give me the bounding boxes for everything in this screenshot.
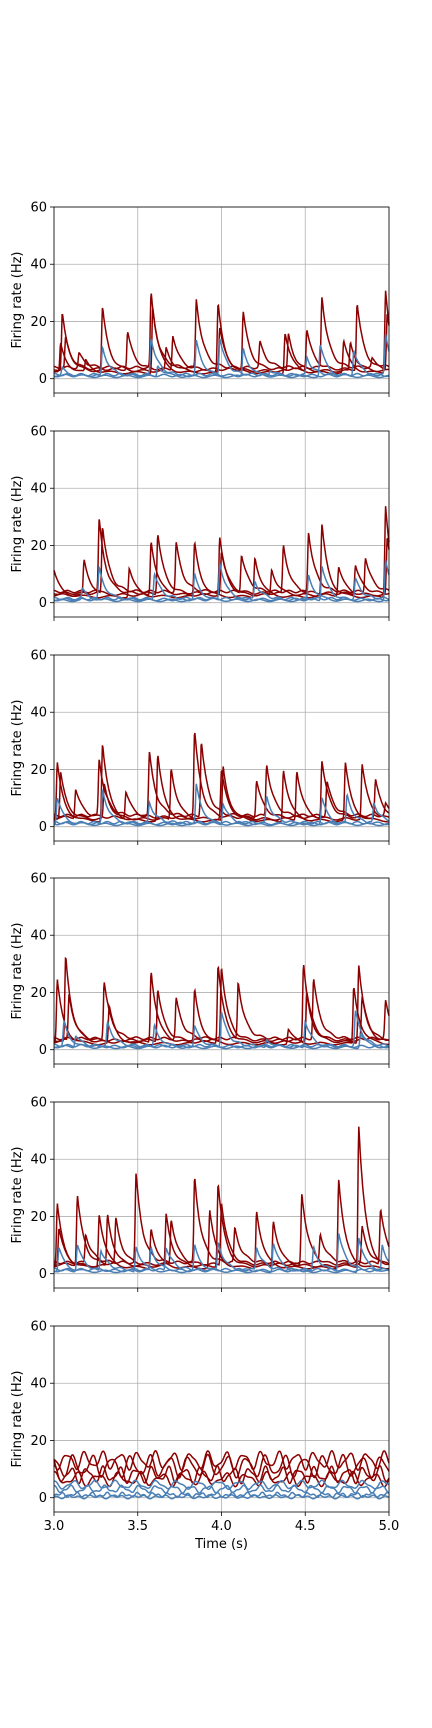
- x-tick-label: 4.0: [211, 1519, 232, 1534]
- blue-line-2: [53, 563, 390, 602]
- red-line-3: [53, 967, 390, 1043]
- y-tick-label: 40: [30, 482, 47, 497]
- blue-line-3: [53, 1010, 390, 1048]
- y-axis-label: Firing rate (Hz): [10, 1146, 25, 1243]
- y-axis-label: Firing rate (Hz): [10, 699, 25, 796]
- blue-line-1: [53, 559, 390, 603]
- y-tick-label: 20: [30, 315, 47, 330]
- y-tick-label: 20: [30, 986, 47, 1001]
- blue-line-2: [53, 789, 390, 826]
- x-tick-label: 3.5: [127, 1519, 148, 1534]
- x-tick-label: 5.0: [379, 1519, 400, 1534]
- y-tick-label: 0: [39, 820, 47, 835]
- y-tick-label: 20: [30, 539, 47, 554]
- red-line-2: [53, 537, 390, 597]
- red-line-3: [53, 1465, 390, 1485]
- y-tick-label: 40: [30, 1377, 47, 1392]
- blue-line-3: [53, 571, 390, 601]
- y-tick-label: 60: [30, 201, 47, 216]
- y-tick-label: 0: [39, 596, 47, 611]
- blue-line-3: [53, 796, 390, 825]
- y-tick-label: 40: [30, 258, 47, 273]
- y-tick-label: 40: [30, 1153, 47, 1168]
- y-tick-label: 60: [30, 425, 47, 440]
- x-axis-label: Time (s): [194, 1537, 248, 1552]
- red-line-4: [53, 743, 390, 818]
- y-axis-label: Firing rate (Hz): [10, 1370, 25, 1467]
- y-tick-label: 0: [39, 1043, 47, 1058]
- red-line-4: [53, 1173, 390, 1265]
- blue-line-4: [53, 1494, 390, 1500]
- y-tick-label: 60: [30, 649, 47, 664]
- red-line-4: [53, 527, 390, 594]
- blue-line-1: [53, 1479, 390, 1491]
- red-line-2: [53, 1453, 390, 1479]
- y-tick-label: 20: [30, 1434, 47, 1449]
- blue-line-3: [53, 333, 390, 377]
- y-tick-label: 40: [30, 929, 47, 944]
- x-tick-label: 4.5: [295, 1519, 316, 1534]
- red-line-1: [53, 1449, 390, 1472]
- x-tick-label: 3.0: [44, 1519, 65, 1534]
- y-tick-label: 60: [30, 1096, 47, 1111]
- subplot-5: 0 20 40 60 Firing rate (Hz): [10, 1096, 390, 1292]
- y-tick-label: 0: [39, 372, 47, 387]
- subplot-2: 0 20 40 60 Firing rate (Hz): [10, 425, 390, 621]
- blue-line-2: [53, 339, 390, 378]
- blue-line-2: [53, 1484, 389, 1494]
- red-line-2: [53, 956, 390, 1044]
- y-tick-label: 40: [30, 706, 47, 721]
- y-axis-label: Firing rate (Hz): [10, 475, 25, 572]
- subplot-6: 0 20 40 60 3.0 3.5 4.0 4.5 5.0 Firing rate (Hz) Ti…: [10, 1320, 399, 1553]
- y-tick-label: 20: [30, 763, 47, 778]
- y-tick-label: 0: [39, 1491, 47, 1506]
- y-tick-label: 60: [30, 872, 47, 887]
- subplot-3: 0 20 40 60 Firing rate (Hz): [10, 649, 390, 845]
- red-line-3: [53, 305, 390, 372]
- blue-line-1: [53, 344, 390, 379]
- y-tick-label: 0: [39, 1267, 47, 1282]
- y-axis-label: Firing rate (Hz): [10, 922, 25, 1019]
- blue-line-2: [53, 1019, 390, 1049]
- subplot-4: 0 20 40 60 Firing rate (Hz): [10, 872, 390, 1068]
- y-tick-label: 60: [30, 1320, 47, 1335]
- red-line-4: [53, 979, 390, 1041]
- y-axis-label: Firing rate (Hz): [10, 251, 25, 348]
- subplot-1: 0 20 40 60 Firing rate (Hz): [10, 201, 390, 397]
- y-tick-label: 20: [30, 1210, 47, 1225]
- blue-line-3: [53, 1233, 390, 1272]
